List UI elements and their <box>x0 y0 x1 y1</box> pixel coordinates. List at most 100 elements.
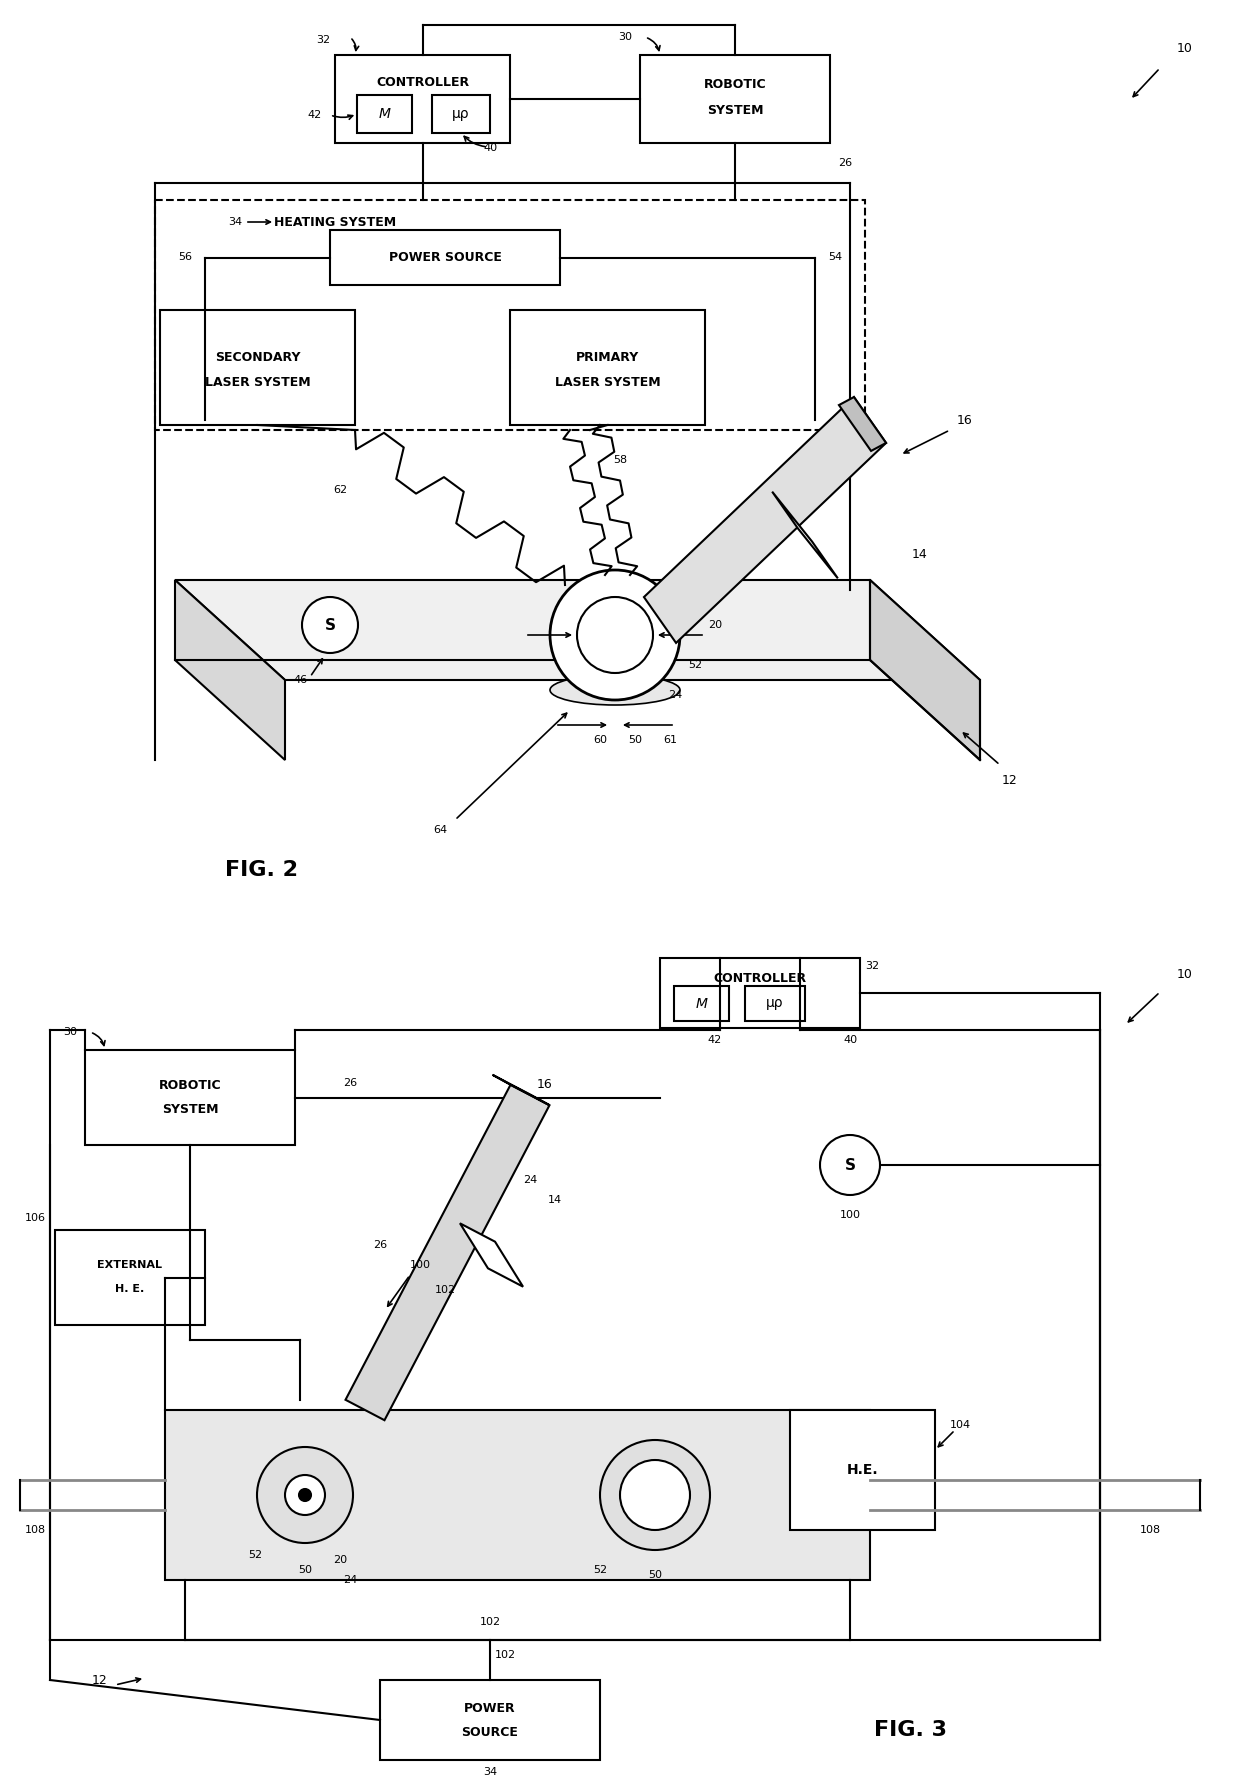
Text: SOURCE: SOURCE <box>461 1725 518 1738</box>
Text: 30: 30 <box>618 32 632 43</box>
Text: 24: 24 <box>523 1175 537 1186</box>
Bar <box>745 985 805 1021</box>
Text: 26: 26 <box>373 1241 387 1250</box>
Text: μρ: μρ <box>453 106 470 121</box>
Circle shape <box>285 1475 325 1516</box>
Text: 34: 34 <box>482 1766 497 1775</box>
Text: 108: 108 <box>25 1525 46 1535</box>
Text: 54: 54 <box>828 252 842 263</box>
Bar <box>357 96 412 133</box>
Bar <box>86 1051 295 1145</box>
Text: H. E.: H. E. <box>115 1285 145 1294</box>
Text: SYSTEM: SYSTEM <box>161 1102 218 1116</box>
Text: CONTROLLER: CONTROLLER <box>713 971 806 985</box>
Bar <box>160 311 355 424</box>
Text: S: S <box>325 618 336 632</box>
Text: HEATING SYSTEM: HEATING SYSTEM <box>274 215 396 229</box>
Text: 24: 24 <box>668 690 682 699</box>
Text: 32: 32 <box>866 960 879 971</box>
Text: 60: 60 <box>593 735 608 745</box>
Text: 42: 42 <box>708 1035 722 1045</box>
Circle shape <box>257 1447 353 1542</box>
Text: LASER SYSTEM: LASER SYSTEM <box>205 376 310 389</box>
Text: 40: 40 <box>843 1035 857 1045</box>
Text: 12: 12 <box>1002 774 1018 786</box>
Text: H.E.: H.E. <box>847 1463 878 1477</box>
Text: FIG. 3: FIG. 3 <box>873 1720 946 1740</box>
Text: 100: 100 <box>409 1260 430 1269</box>
Text: CONTROLLER: CONTROLLER <box>376 76 469 89</box>
Text: 100: 100 <box>839 1211 861 1219</box>
Text: 64: 64 <box>433 825 448 834</box>
Text: 52: 52 <box>688 660 702 669</box>
Text: 12: 12 <box>92 1674 108 1686</box>
Text: 20: 20 <box>332 1555 347 1566</box>
Text: 46: 46 <box>293 674 308 685</box>
Circle shape <box>600 1440 711 1550</box>
Circle shape <box>299 1489 311 1502</box>
Text: 62: 62 <box>332 485 347 495</box>
Polygon shape <box>870 580 980 760</box>
Text: 26: 26 <box>838 158 852 169</box>
Polygon shape <box>644 398 887 643</box>
Text: 106: 106 <box>25 1212 46 1223</box>
Text: 102: 102 <box>480 1617 501 1628</box>
Text: 52: 52 <box>593 1566 608 1574</box>
Text: POWER SOURCE: POWER SOURCE <box>388 250 501 264</box>
Circle shape <box>620 1461 689 1530</box>
Text: μρ: μρ <box>766 996 784 1010</box>
Text: 14: 14 <box>548 1195 562 1205</box>
Polygon shape <box>492 1076 549 1106</box>
Bar <box>330 231 560 286</box>
Bar <box>335 55 510 144</box>
Text: 104: 104 <box>950 1420 971 1431</box>
Circle shape <box>551 570 680 699</box>
Text: PRIMARY: PRIMARY <box>575 351 639 364</box>
Bar <box>510 311 706 424</box>
Text: 10: 10 <box>1177 41 1193 55</box>
Text: 56: 56 <box>179 252 192 263</box>
Ellipse shape <box>551 674 680 705</box>
Text: 50: 50 <box>627 735 642 745</box>
Text: 42: 42 <box>308 110 322 121</box>
Text: 16: 16 <box>537 1079 553 1092</box>
Text: 52: 52 <box>248 1550 262 1560</box>
Bar <box>660 959 861 1028</box>
Circle shape <box>577 596 653 673</box>
Bar <box>155 201 866 430</box>
Polygon shape <box>175 580 285 760</box>
Text: FIG. 2: FIG. 2 <box>224 861 298 880</box>
Text: LASER SYSTEM: LASER SYSTEM <box>554 376 661 389</box>
Bar <box>432 96 490 133</box>
Text: ROBOTIC: ROBOTIC <box>159 1079 221 1092</box>
Polygon shape <box>346 1085 549 1420</box>
Text: 10: 10 <box>1177 969 1193 982</box>
Text: SECONDARY: SECONDARY <box>215 351 300 364</box>
Polygon shape <box>839 398 887 451</box>
Bar <box>790 1409 935 1530</box>
Text: 40: 40 <box>482 144 497 153</box>
Text: EXTERNAL: EXTERNAL <box>98 1260 162 1271</box>
Circle shape <box>303 596 358 653</box>
Text: 102: 102 <box>434 1285 455 1296</box>
Circle shape <box>820 1134 880 1195</box>
Text: 20: 20 <box>708 619 722 630</box>
Text: ROBOTIC: ROBOTIC <box>703 78 766 92</box>
Text: 32: 32 <box>316 36 330 44</box>
Text: POWER: POWER <box>464 1702 516 1715</box>
Text: 16: 16 <box>957 414 973 426</box>
Text: M: M <box>378 106 391 121</box>
Polygon shape <box>460 1223 523 1287</box>
Text: 26: 26 <box>343 1077 357 1088</box>
Text: 50: 50 <box>298 1566 312 1574</box>
Polygon shape <box>165 1409 870 1580</box>
Text: 30: 30 <box>63 1028 77 1037</box>
Text: 108: 108 <box>1140 1525 1161 1535</box>
Bar <box>640 55 830 144</box>
Text: 58: 58 <box>613 454 627 465</box>
Bar <box>55 1230 205 1324</box>
Text: 102: 102 <box>495 1651 516 1660</box>
Polygon shape <box>175 580 980 680</box>
Text: 34: 34 <box>228 217 242 227</box>
Polygon shape <box>773 492 838 579</box>
